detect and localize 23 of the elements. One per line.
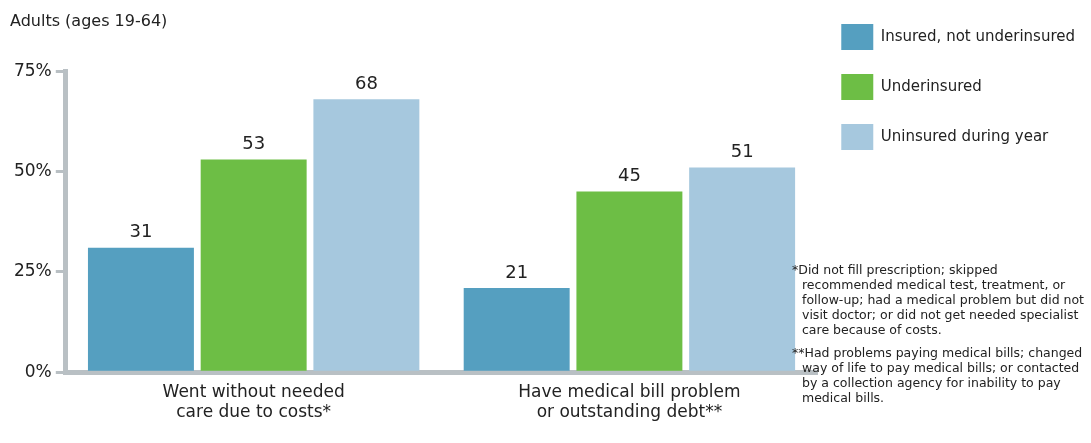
data-label: 45 xyxy=(617,164,641,186)
y-tick-label: 0% xyxy=(24,360,52,381)
chart-title: Adults (ages 19-64) xyxy=(10,10,168,30)
data-label: 31 xyxy=(129,220,153,242)
bar xyxy=(463,287,570,371)
data-label: 68 xyxy=(354,71,378,93)
y-tick-label: 25% xyxy=(13,260,52,281)
bar xyxy=(313,99,420,371)
legend-label: Underinsured xyxy=(880,76,982,95)
y-tick-label: 50% xyxy=(13,159,52,180)
data-label: 21 xyxy=(505,260,529,282)
bar xyxy=(576,191,683,371)
y-tick-label: 75% xyxy=(13,59,52,80)
data-label: 53 xyxy=(242,132,266,154)
legend-label: Insured, not underinsured xyxy=(880,26,1076,45)
annotation: **Had problems paying medical bills; changed way of life to pay medical bills; or contacted by a collection agency for inability to pay medical bills. xyxy=(792,345,1084,405)
legend-label: Uninsured during year xyxy=(880,126,1050,145)
data-label: 51 xyxy=(730,140,754,162)
annotation: *Did not fill prescription; skipped recommended medical test, treatment, or follow-up; had a medical problem but did not visit doctor; or did not get needed specialist care because of costs. xyxy=(792,262,1085,337)
x-tick-label: Have medical bill problem or outstanding debt** xyxy=(518,380,741,422)
x-tick-label: Went without needed care due to costs* xyxy=(162,380,345,422)
bar xyxy=(200,159,307,371)
bar xyxy=(87,247,194,371)
